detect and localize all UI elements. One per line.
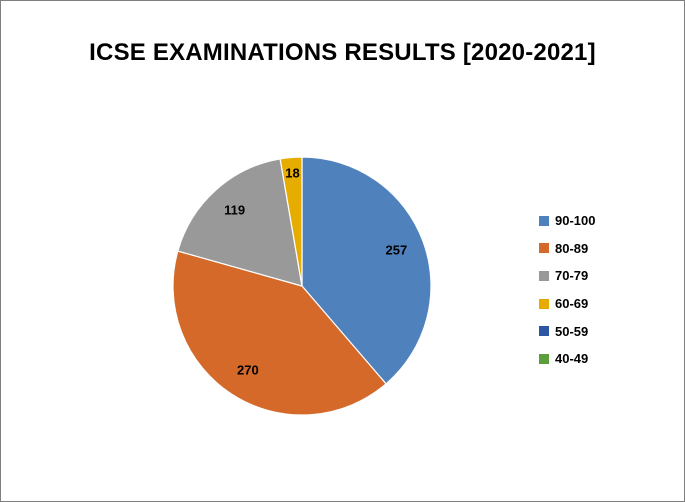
legend-swatch: [539, 243, 549, 254]
pie-slice-90-100: [301, 156, 432, 385]
legend-item-40-49: 40-49: [539, 345, 595, 373]
legend-swatch: [539, 215, 549, 226]
chart-title: ICSE EXAMINATIONS RESULTS [2020-2021]: [89, 39, 596, 66]
legend-item-80-89: 80-89: [539, 235, 595, 263]
legend-label: 70-79: [555, 268, 589, 284]
legend-swatch: [539, 326, 549, 337]
legend-swatch: [539, 298, 549, 309]
legend-item-90-100: 90-100: [539, 207, 595, 235]
legend-item-60-69: 60-69: [539, 290, 595, 318]
pie-slice-70-79: [177, 158, 303, 287]
pie-slices: [172, 156, 432, 416]
data-label-90-100: 257: [385, 242, 407, 257]
legend-item-70-79: 70-79: [539, 262, 595, 290]
legend-label: 60-69: [555, 296, 589, 312]
data-label-70-79: 119: [224, 203, 245, 218]
data-label-80-89: 270: [237, 362, 259, 377]
legend-label: 50-59: [555, 323, 589, 339]
pie-data-labels: 257 270 119 18: [224, 166, 407, 378]
legend-swatch: [539, 353, 549, 364]
legend-item-50-59: 50-59: [539, 317, 595, 345]
legend-label: 80-89: [555, 240, 589, 256]
legend-swatch: [539, 270, 549, 281]
pie-slice-60-69: [279, 156, 303, 287]
pie-slice-80-89: [172, 250, 387, 416]
data-label-60-69: 18: [285, 166, 299, 181]
chart-legend: 90-100 80-89 70-79 60-69 50-59 40-49: [539, 207, 595, 373]
legend-label: 90-100: [555, 213, 596, 229]
legend-label: 40-49: [555, 351, 589, 367]
